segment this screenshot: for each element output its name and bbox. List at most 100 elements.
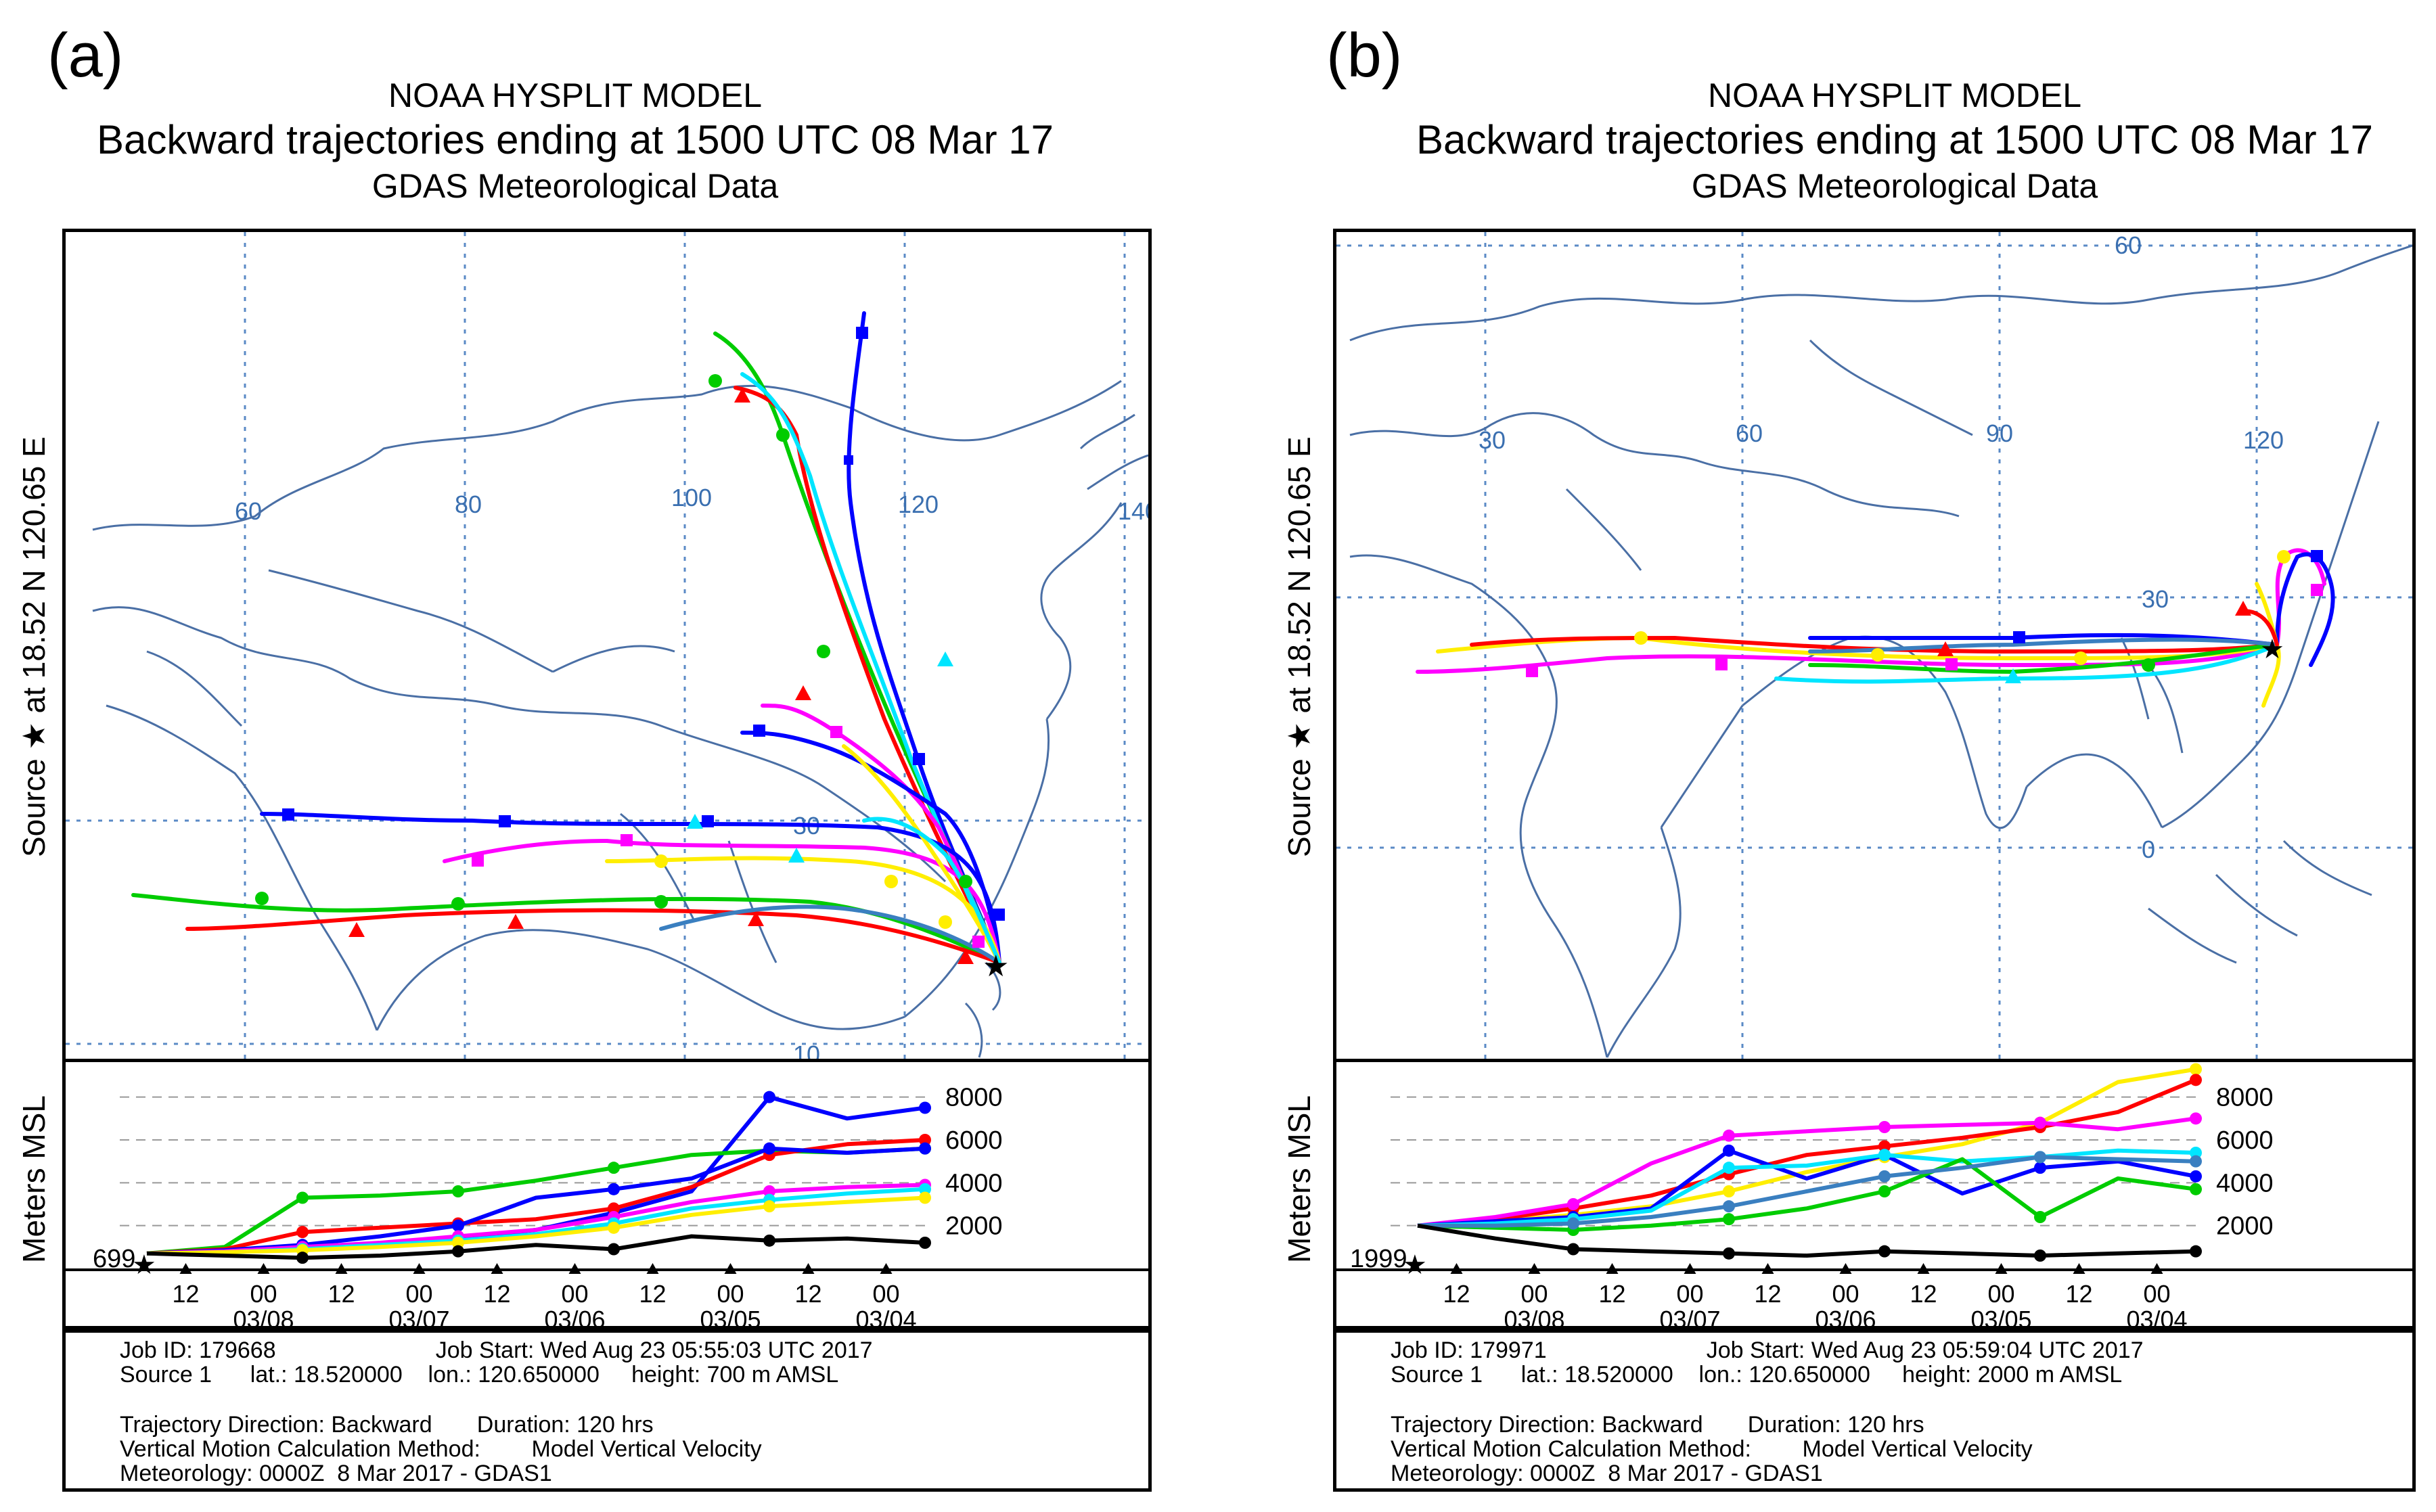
x-tick-mark (724, 1263, 737, 1274)
x-date-label: 03/06 (544, 1306, 605, 1326)
panel-b: (b) NOAA HYSPLIT MODEL Backward trajecto… (1218, 0, 2436, 1512)
height-series-line (1417, 1078, 2197, 1228)
x-tick-mark (2073, 1263, 2085, 1274)
x-tick-mark (335, 1263, 348, 1274)
data-source-title: GDAS Meteorological Data (371, 167, 779, 205)
x-tick-mark (257, 1263, 270, 1274)
source-star-icon: ★ (983, 950, 1009, 983)
x-tick-label: 00 (1676, 1280, 1703, 1308)
marker (654, 854, 668, 868)
marker (734, 388, 750, 403)
info-line: Vertical Motion Calculation Method: Mode… (1391, 1436, 2033, 1462)
lat-lon-grid (1336, 232, 2412, 1064)
map-svg: 60 80 100 120 140 30 10 (66, 232, 1148, 1064)
marker (1871, 648, 1885, 662)
y-tick-label: 2000 (2216, 1212, 2274, 1241)
height-marker (2190, 1155, 2202, 1168)
x-tick-label: 12 (1754, 1280, 1781, 1308)
height-marker (1567, 1198, 1579, 1210)
x-tick-mark (1995, 1263, 2008, 1274)
x-date-label: 03/06 (1815, 1306, 1876, 1326)
x-date-label: 03/07 (388, 1306, 449, 1326)
height-series-line (1418, 1155, 2196, 1228)
marker (1945, 658, 1958, 670)
x-tick-label: 12 (172, 1280, 199, 1308)
lon-label: 100 (671, 484, 712, 511)
x-date-label: 03/04 (855, 1306, 916, 1326)
height-marker (1878, 1170, 1891, 1183)
height-marker (452, 1245, 464, 1258)
y-tick-label: 2000 (945, 1212, 1003, 1241)
marker (708, 374, 722, 388)
chart-title: Backward trajectories ending at 1500 UTC… (1416, 117, 2374, 162)
marker (2311, 584, 2323, 596)
y-tick-label: 4000 (945, 1169, 1003, 1197)
height-series-line (1417, 1148, 2196, 1228)
height-axis-label: Meters MSL (16, 1095, 51, 1263)
height-marker (763, 1142, 775, 1155)
x-tick-label: 12 (2065, 1280, 2092, 1308)
y-tick-label: 6000 (945, 1126, 1003, 1155)
panel-label: (a) (47, 21, 124, 90)
x-date-label: 03/05 (700, 1306, 761, 1326)
start-height-label: 1999 (1350, 1245, 1407, 1273)
grid-labels: 30 60 90 120 60 30 0 (1479, 232, 2284, 863)
marker (776, 428, 790, 442)
x-tick-label: 12 (1598, 1280, 1625, 1308)
height-series-line (1417, 1067, 2196, 1228)
x-date-label: 03/05 (1970, 1306, 2031, 1326)
height-series-line (1417, 1157, 2196, 1232)
x-tick-mark (1761, 1263, 1774, 1274)
x-tick-label: 12 (1910, 1280, 1937, 1308)
marker (753, 725, 765, 737)
source-star-icon: ★ (1403, 1250, 1427, 1280)
x-tick-label: 00 (872, 1280, 899, 1308)
x-tick-label: 00 (2143, 1280, 2170, 1308)
lon-label: 120 (898, 490, 939, 518)
height-marker (2190, 1074, 2202, 1086)
x-date-label: 03/04 (2126, 1306, 2187, 1326)
marker (939, 915, 952, 929)
height-marker (2190, 1112, 2202, 1125)
x-tick-mark (2150, 1263, 2163, 1274)
height-marker (296, 1226, 309, 1239)
grid-labels: 60 80 100 120 140 30 10 (235, 484, 1148, 1064)
lon-label: 30 (1479, 426, 1506, 454)
marker (844, 455, 853, 465)
marker (2311, 550, 2323, 562)
source-label: Source ★ at 18.52 N 120.65 E (1282, 436, 1317, 857)
marker (255, 892, 269, 905)
coastlines-borders (92, 380, 1148, 1058)
profile-svg: 8000 6000 4000 2000 1999★ 12 00 12 00 12 00 12 00 12 0… (1336, 1063, 2412, 1326)
map-svg: 30 60 90 120 60 30 0 (1336, 232, 2412, 1064)
info-line: Meteorology: 0000Z 8 Mar 2017 - GDAS1 (120, 1461, 552, 1486)
x-tick-label: 00 (1520, 1280, 1548, 1308)
height-marker (919, 1101, 931, 1114)
height-marker (763, 1234, 775, 1247)
marker (884, 875, 898, 888)
x-tick-label: 12 (794, 1280, 821, 1308)
height-marker (763, 1091, 775, 1103)
marker (348, 922, 365, 937)
height-series-line (1417, 1116, 2196, 1228)
marker (654, 895, 668, 909)
model-title: NOAA HYSPLIT MODEL (1707, 76, 2082, 114)
x-tick-label: 00 (1832, 1280, 1859, 1308)
lon-label: 120 (2243, 426, 2284, 454)
height-marker (1878, 1245, 1891, 1258)
start-height-label: 699 (93, 1245, 135, 1273)
height-profile: 8000 6000 4000 2000 1999 ★ 12 00 12 00 12 00 12 00 12 0… (1333, 1059, 2416, 1329)
marker (687, 814, 703, 829)
x-tick-label: 00 (405, 1280, 432, 1308)
height-marker (2034, 1162, 2046, 1174)
height-profile: 8000 6000 4000 2000 699 ★ 12 00 12 00 12 00 12 00 12 00… (62, 1059, 1152, 1329)
height-marker (919, 1134, 931, 1146)
x-date-label: 03/08 (1504, 1306, 1564, 1326)
height-series-line (146, 1195, 926, 1256)
marker (748, 911, 764, 926)
lon-label: 60 (1736, 419, 1763, 447)
height-marker (1723, 1200, 1735, 1213)
height-marker (452, 1219, 464, 1232)
panel-a: (a) NOAA HYSPLIT MODEL Backward trajecto… (16, 21, 1152, 1492)
marker (2013, 631, 2025, 643)
